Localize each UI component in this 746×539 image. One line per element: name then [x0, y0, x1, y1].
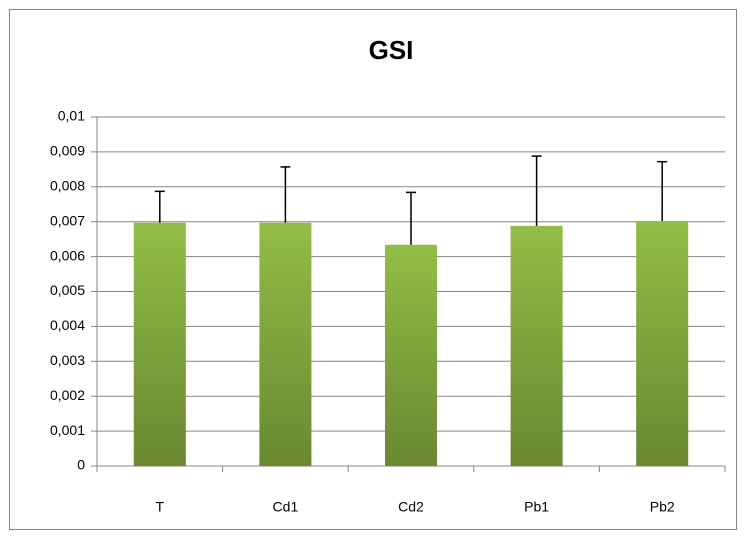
- chart-title: GSI: [369, 35, 414, 65]
- bar: [385, 244, 437, 466]
- y-tick-label: 0,001: [50, 422, 85, 438]
- y-tick-label: 0,009: [50, 143, 85, 159]
- y-tick-label: 0,005: [50, 282, 85, 298]
- x-tick-label: T: [156, 499, 165, 515]
- x-tick-label: Cd2: [398, 499, 424, 515]
- bar: [259, 222, 312, 466]
- y-tick-label: 0,004: [50, 317, 85, 333]
- y-tick-label: 0,007: [50, 212, 85, 228]
- x-tick-label: Pb2: [650, 499, 675, 515]
- y-tick-label: 0,01: [58, 108, 85, 124]
- y-tick-label: 0: [77, 457, 85, 473]
- x-tick-label: Pb1: [524, 499, 549, 515]
- x-tick-label: Cd1: [273, 499, 299, 515]
- bar: [636, 221, 689, 466]
- chart-frame: [9, 9, 737, 530]
- y-tick-label: 0,003: [50, 352, 85, 368]
- y-tick-label: 0,008: [50, 178, 85, 194]
- bar: [510, 225, 563, 466]
- y-tick-label: 0,002: [50, 387, 85, 403]
- bar: [133, 222, 186, 466]
- y-tick-label: 0,006: [50, 247, 85, 263]
